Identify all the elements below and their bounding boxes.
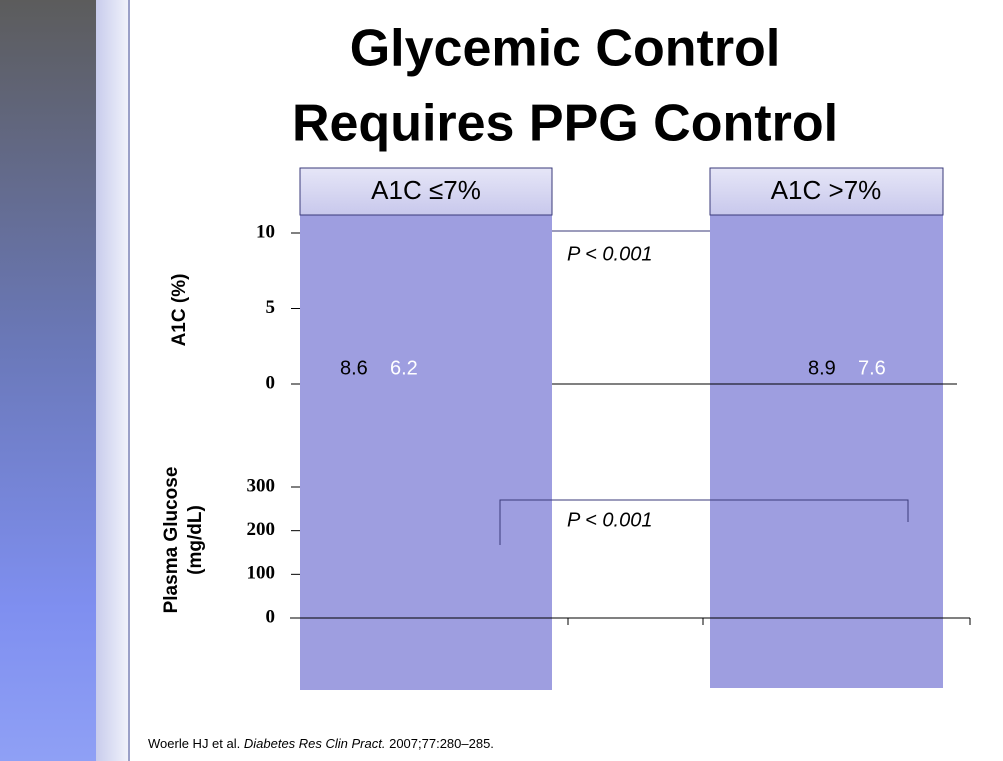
p-value: P < 0.001 (567, 243, 652, 265)
footer: Woerle HJ et al. Diabetes Res Clin Pract… (148, 736, 494, 751)
category-label: A1C ≤7% (371, 175, 481, 205)
value-label: 6.2 (390, 357, 418, 379)
bracket (499, 499, 909, 545)
side-edge (128, 0, 130, 761)
footer-text: Diabetes Res Clin Pract. (244, 736, 386, 751)
footer-text: Woerle HJ et al. (148, 736, 244, 751)
y-axis-label: Plasma Glucose (161, 467, 182, 614)
category-label: A1C >7% (771, 175, 882, 205)
panel-header (299, 167, 553, 216)
y-tick-label: 0 (266, 372, 276, 393)
panel-header (709, 167, 944, 216)
y-tick-label: 0 (266, 606, 276, 627)
panel (710, 215, 943, 688)
y-tick-label: 300 (247, 475, 276, 496)
side-strip (96, 0, 128, 761)
title: Glycemic Control (350, 20, 781, 78)
title: Requires PPG Control (292, 95, 838, 153)
panel (300, 215, 552, 690)
p-value: P < 0.001 (567, 509, 652, 531)
value-label: 8.6 (340, 357, 368, 379)
value-label: 8.9 (808, 357, 836, 379)
footer-text: 2007;77:280–285. (385, 736, 493, 751)
value-label: 7.6 (858, 357, 886, 379)
y-axis-label: (mg/dL) (185, 505, 206, 575)
y-tick-label: 5 (266, 297, 276, 318)
side-band (0, 0, 96, 761)
y-tick-label: 100 (247, 563, 276, 584)
y-tick-label: 10 (256, 221, 275, 242)
y-tick-label: 200 (247, 519, 276, 540)
y-axis-label: A1C (%) (169, 274, 190, 347)
